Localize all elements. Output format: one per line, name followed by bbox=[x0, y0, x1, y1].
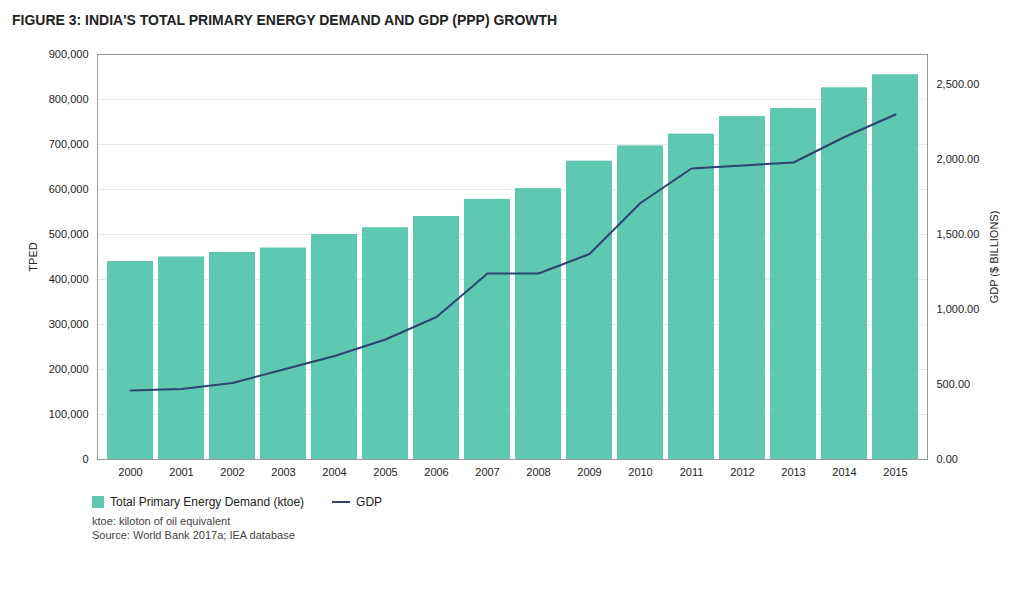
svg-text:2015: 2015 bbox=[883, 466, 907, 478]
svg-text:2005: 2005 bbox=[373, 466, 397, 478]
svg-text:2010: 2010 bbox=[628, 466, 652, 478]
svg-text:2013: 2013 bbox=[781, 466, 805, 478]
svg-text:2003: 2003 bbox=[271, 466, 295, 478]
svg-text:2006: 2006 bbox=[424, 466, 448, 478]
svg-text:2007: 2007 bbox=[475, 466, 499, 478]
svg-text:2009: 2009 bbox=[577, 466, 601, 478]
svg-text:800,000: 800,000 bbox=[49, 93, 89, 105]
html-text:GDP: GDP bbox=[356, 495, 383, 509]
svg-text:2,500.00: 2,500.00 bbox=[937, 78, 980, 90]
svg-text:2001: 2001 bbox=[169, 466, 193, 478]
svg-text:2004: 2004 bbox=[322, 466, 346, 478]
svg-text:TPED: TPED bbox=[27, 242, 39, 271]
svg-text:2012: 2012 bbox=[730, 466, 754, 478]
svg-text:500,000: 500,000 bbox=[49, 228, 89, 240]
svg-text:500.00: 500.00 bbox=[937, 378, 971, 390]
svg-text:GDP ($ BILLIONS): GDP ($ BILLIONS) bbox=[988, 211, 1000, 304]
svg-text:400,000: 400,000 bbox=[49, 273, 89, 285]
svg-text:700,000: 700,000 bbox=[49, 138, 89, 150]
svg-text:2008: 2008 bbox=[526, 466, 550, 478]
svg-text:200,000: 200,000 bbox=[49, 363, 89, 375]
svg-text:2011: 2011 bbox=[680, 466, 704, 478]
html-text:ktoe: kiloton of oil equivalen: ktoe: kiloton of oil equivalent bbox=[92, 515, 231, 527]
svg-text:0.00: 0.00 bbox=[937, 453, 958, 465]
svg-text:2014: 2014 bbox=[832, 466, 856, 478]
svg-text:2000: 2000 bbox=[118, 466, 142, 478]
svg-text:900,000: 900,000 bbox=[49, 48, 89, 60]
svg-text:600,000: 600,000 bbox=[49, 183, 89, 195]
html-text:Total Primary Energy Demand (k: Total Primary Energy Demand (ktoe) bbox=[110, 495, 305, 509]
svg-text:300,000: 300,000 bbox=[49, 318, 89, 330]
svg-text:1,000.00: 1,000.00 bbox=[937, 303, 980, 315]
html-text:FIGURE 3: INDIA'S TOTAL PRIMAR: FIGURE 3: INDIA'S TOTAL PRIMARY ENERGY D… bbox=[12, 12, 558, 28]
html-text:Source: World Bank 2017a; IEA: Source: World Bank 2017a; IEA database bbox=[92, 529, 295, 541]
svg-text:2,000.00: 2,000.00 bbox=[937, 153, 980, 165]
svg-text:1,500.00: 1,500.00 bbox=[937, 228, 980, 240]
svg-text:2002: 2002 bbox=[220, 466, 244, 478]
svg-text:0: 0 bbox=[82, 453, 88, 465]
svg-text:100,000: 100,000 bbox=[49, 408, 89, 420]
